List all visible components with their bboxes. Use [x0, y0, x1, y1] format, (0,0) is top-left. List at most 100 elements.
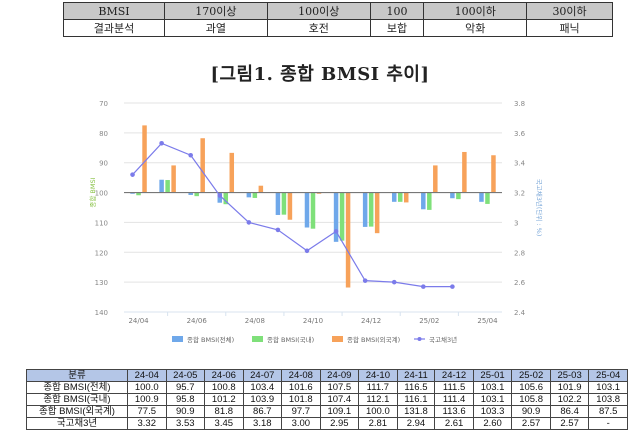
bar-foreign [287, 192, 293, 220]
legend-label: 국고채3년 [429, 335, 457, 344]
bar-foreign [403, 192, 409, 203]
table-cell: 90.9 [165, 405, 206, 418]
bar-domestic [136, 192, 141, 196]
row-label: 종합 BMSI(외국계) [26, 405, 128, 418]
table-cell: 101.9 [549, 381, 590, 394]
column-header-month: 24-09 [319, 369, 360, 382]
column-header-month: 24-08 [281, 369, 321, 382]
x-axis-tick-label: 24/12 [361, 317, 381, 325]
table-cell: 악화 [423, 19, 528, 37]
column-header-month: 25-02 [511, 369, 551, 382]
x-axis-tick-label: 24/04 [128, 317, 149, 325]
table-row: 종합 BMSI(외국계) 77.5 90.9 81.8 86.7 97.7 109.1 100… [26, 405, 628, 418]
table-cell: 103.1 [472, 381, 513, 394]
table-cell: 112.1 [358, 393, 398, 406]
bar-foreign [462, 151, 467, 193]
column-header-month: 25-03 [549, 369, 590, 382]
bar-total [304, 192, 310, 228]
bar-domestic [485, 192, 490, 204]
table-cell: 90.9 [511, 405, 551, 418]
figure-title: [그림1. 종합 BMSI 추이] [210, 64, 430, 85]
x-axis-tick-label: 24/06 [187, 317, 208, 325]
table-cell: 100.0 [358, 405, 398, 418]
table-cell: BMSI [63, 2, 165, 20]
bar-foreign [200, 138, 205, 193]
bar-foreign [258, 185, 264, 193]
table-cell: 호전 [266, 19, 371, 37]
bar-domestic [427, 192, 432, 210]
treasury-3y-point [217, 193, 223, 198]
bar-total [391, 192, 397, 202]
table-cell: 3.32 [127, 417, 167, 430]
left-axis-tick: 110 [95, 219, 108, 227]
legend-label: 종합 BMSI(외국계) [347, 335, 400, 344]
legend-label: 종합 BMSI(국내) [267, 335, 314, 344]
table-cell: 102.2 [549, 393, 590, 406]
table-cell: 86.7 [242, 405, 283, 418]
bar-foreign [229, 152, 235, 193]
table-cell: 113.6 [434, 405, 474, 418]
table-cell: 116.1 [396, 393, 436, 406]
bar-domestic [456, 192, 461, 200]
table-cell: 103.8 [588, 393, 628, 406]
row-label: 국고채3년 [26, 417, 128, 430]
column-header-month: 24-05 [165, 369, 206, 382]
table-cell: 105.6 [511, 381, 551, 394]
bar-total [275, 192, 281, 215]
bar-foreign [171, 165, 176, 193]
bmsi-interpretation-table: BMSI 170이상 100이상 100 100이하 30이하 결과분석 과열 … [63, 2, 613, 37]
left-axis-tick: 90 [99, 160, 108, 168]
right-axis-tick: 3.4 [514, 160, 526, 168]
bar-domestic [252, 192, 258, 198]
bar-total [421, 192, 426, 210]
table-cell: 109.1 [319, 405, 360, 418]
x-axis-tick-label: 24/08 [245, 317, 265, 325]
left-axis-tick: 130 [95, 279, 108, 287]
treasury-3y-point [391, 279, 397, 285]
bar-total [362, 192, 368, 227]
bar-total [479, 192, 484, 202]
treasury-3y-point [333, 229, 339, 234]
right-axis-tick: 2.4 [514, 309, 526, 317]
table-cell: 2.81 [358, 417, 398, 430]
table-cell: 105.8 [511, 393, 551, 406]
table-cell: 87.5 [588, 405, 628, 418]
table-cell: 103.3 [472, 405, 513, 418]
table-cell: 100이하 [423, 2, 528, 20]
bar-domestic [223, 192, 229, 205]
table-cell: 3.00 [281, 417, 321, 430]
row-label: 종합 BMSI(전체) [26, 381, 128, 394]
bar-domestic [165, 180, 170, 193]
table-cell: 107.5 [319, 381, 360, 394]
bar-foreign [142, 125, 147, 193]
x-axis-tick-label: 25/02 [419, 317, 439, 325]
left-axis-tick: 120 [95, 249, 108, 257]
table-cell: 100.0 [127, 381, 167, 394]
bar-total [333, 192, 339, 242]
table-cell: 111.4 [434, 393, 474, 406]
bar-domestic [368, 192, 374, 227]
table-cell: 131.8 [396, 405, 436, 418]
bar-domestic [310, 192, 316, 229]
table-cell: 3.18 [242, 417, 283, 430]
right-axis-tick: 3.2 [514, 190, 525, 198]
table-row: 종합 BMSI(전체) 100.0 95.7 100.8 103.4 101.6 107.5… [26, 381, 628, 394]
bar-total [246, 192, 252, 198]
column-header-month: 24-04 [127, 369, 167, 382]
x-axis-tick-label: 24/10 [303, 317, 323, 325]
legend-marker [417, 337, 422, 341]
bar-foreign [374, 192, 380, 234]
treasury-3y-point [188, 152, 193, 158]
table-cell: 2.57 [549, 417, 590, 430]
column-header-category: 분류 [26, 369, 128, 382]
bar-domestic [397, 192, 403, 202]
left-axis-tick: 140 [95, 309, 108, 317]
bmsi-result-row: 결과분석 과열 호전 보합 악화 패닉 [63, 19, 613, 37]
table-cell: 101.8 [281, 393, 321, 406]
table-cell: 103.1 [472, 393, 513, 406]
legend-label: 종합 BMSI(전체) [187, 335, 234, 344]
table-cell: 95.7 [165, 381, 206, 394]
table-cell: 3.53 [165, 417, 206, 430]
treasury-3y-point [304, 248, 310, 254]
table-cell: 2.94 [396, 417, 436, 430]
